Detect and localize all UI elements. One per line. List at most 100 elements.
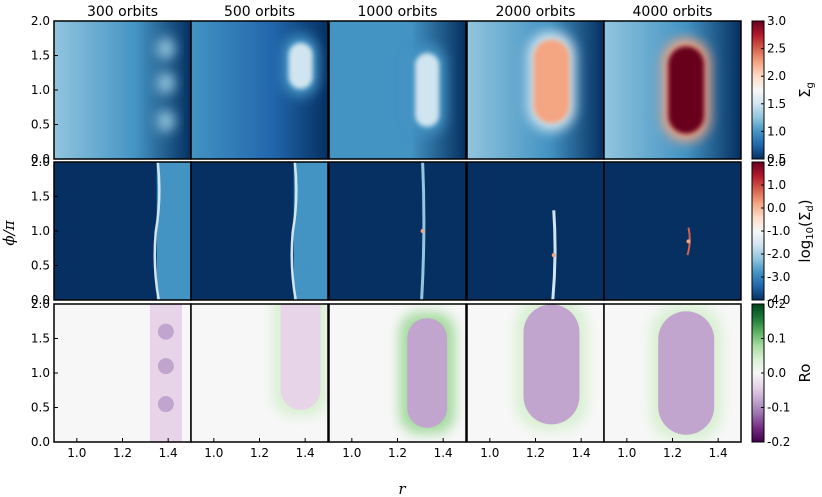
- colorbar-tick-label: 0.1: [767, 332, 786, 346]
- y-tick-label: 2.0: [31, 155, 50, 169]
- y-tick-label: 0.0: [31, 152, 50, 166]
- colorbar-tick-label: -0.2: [767, 435, 790, 449]
- y-tick-label: 0.5: [31, 118, 50, 132]
- gas-vortex: [668, 46, 705, 134]
- y-tick-label: 1.0: [31, 366, 50, 380]
- panel-frame: [190, 161, 329, 301]
- ro-vortex: [407, 318, 448, 428]
- gas-vortex: [533, 39, 570, 124]
- x-tick-label: 1.2: [113, 446, 132, 460]
- ro-vortex: [523, 304, 580, 425]
- ro-vortex-2: [155, 356, 176, 377]
- x-tick-label: 1.2: [250, 446, 269, 460]
- colorbar-label-1: Σg: [796, 82, 816, 98]
- panel-title-5: 4000 orbits: [633, 4, 713, 20]
- dust-ring-edge: [153, 162, 161, 300]
- panel-grid: [53, 20, 742, 443]
- x-tick-label: 1.4: [434, 446, 453, 460]
- panel-title-4: 2000 orbits: [496, 4, 576, 20]
- colorbars: 3.0 2.5 2.0 1.5 1.0 0.5 Σg 2.0 1.0 0.0 -1.0 -2.0 -3.…: [751, 14, 816, 449]
- panel-frame: [603, 161, 742, 301]
- y-tick-label: 1.5: [31, 49, 50, 63]
- y-tick-label: 0.5: [31, 401, 50, 415]
- x-tick-label: 1.0: [204, 446, 223, 460]
- dust-clump: [420, 229, 425, 233]
- colorbar-1: [751, 20, 765, 160]
- colorbar-tick-label: 2.5: [767, 42, 786, 56]
- panel-row1-col2: [191, 21, 328, 159]
- dust-clump: [551, 253, 556, 258]
- colorbar-tick-label: -2.0: [767, 247, 790, 261]
- panel-row3-col4: [467, 304, 604, 442]
- colorbar-tick-label: 0.2: [767, 297, 786, 311]
- y-tick-label: 1.5: [31, 190, 50, 204]
- x-tick-label: 1.0: [617, 446, 636, 460]
- x-tick-label: 1.2: [663, 446, 682, 460]
- panel-row2-col2: [191, 162, 328, 300]
- colorbar-label-2: log10(Σd): [796, 199, 816, 262]
- colorbar-tick-label: -0.1: [767, 401, 790, 415]
- panel-frame: [328, 20, 467, 160]
- x-tick-label: 1.4: [159, 446, 178, 460]
- axis-labels: 300 orbits 500 orbits 1000 orbits 2000 orbi…: [0, 4, 728, 497]
- x-tick-label: 1.2: [388, 446, 407, 460]
- y-tick-label: 1.5: [31, 332, 50, 346]
- x-tick-label: 1.4: [296, 446, 315, 460]
- panel-row2-col4: [467, 162, 604, 300]
- y-tick-label: 0.0: [31, 293, 50, 307]
- dust-clump: [686, 239, 691, 244]
- panel-frame: [603, 20, 742, 160]
- x-tick-label: 1.0: [67, 446, 86, 460]
- colorbar-tick-label: 2.0: [767, 155, 786, 169]
- colorbar-tick-label: -1.0: [767, 224, 790, 238]
- dust-background: [467, 162, 604, 300]
- panel-frame: [328, 161, 467, 301]
- y-tick-label: 2.0: [31, 14, 50, 28]
- panel-title-3: 1000 orbits: [358, 4, 438, 20]
- panel-row3-col3: [329, 304, 466, 442]
- panel-frame: [190, 20, 329, 160]
- y-tick-label: 1.0: [31, 83, 50, 97]
- panel-row1-col1: [54, 21, 191, 159]
- gas-vortex-1: [156, 110, 175, 133]
- panel-row2-col5: [604, 162, 741, 300]
- y-axis-label: ϕ/π: [0, 219, 18, 245]
- colorbar-label-3: Ro: [796, 364, 814, 383]
- x-tick-label: 1.0: [342, 446, 361, 460]
- y-tick-label: 0.5: [31, 259, 50, 273]
- dust-background: [329, 162, 466, 300]
- ro-vortex: [658, 311, 715, 435]
- x-tick-label: 1.4: [709, 446, 728, 460]
- ro-vortex-3: [155, 321, 176, 342]
- panel-title-1: 300 orbits: [87, 4, 158, 20]
- gas-background: [329, 21, 466, 159]
- panel-row2-col1: [54, 162, 191, 300]
- dust-background: [604, 162, 741, 300]
- x-tick-label: 1.4: [572, 446, 591, 460]
- colorbar-tick-label: -4.0: [767, 293, 790, 307]
- x-tick-label: 1.0: [480, 446, 499, 460]
- colorbar-tick-label: 0.5: [767, 152, 786, 166]
- y-tick-label: 1.0: [31, 224, 50, 238]
- colorbar-tick-label: 2.0: [767, 69, 786, 83]
- panel-row3-col5: [604, 304, 741, 442]
- panel-row1-col3: [329, 21, 466, 159]
- dust-ring-edge: [290, 162, 298, 300]
- gas-vortex: [288, 42, 313, 89]
- ro-vortex: [280, 304, 321, 410]
- colorbar-tick-label: 3.0: [767, 14, 786, 28]
- colorbar-tick-label: 1.0: [767, 178, 786, 192]
- gas-vortex-3: [156, 37, 175, 60]
- panel-row3-col2: [191, 304, 328, 442]
- ro-vortex-1: [155, 394, 176, 415]
- panel-row3-col1: [54, 304, 191, 442]
- panel-row1-col4: [467, 21, 604, 159]
- colorbar-tick-label: -3.0: [767, 270, 790, 284]
- colorbar-tick-label: 1.0: [767, 124, 786, 138]
- y-tick-label: 0.0: [31, 435, 50, 449]
- colorbar-tick-label: 1.5: [767, 97, 786, 111]
- panel-row2-col3: [329, 162, 466, 300]
- dust-ring: [293, 162, 328, 300]
- x-tick-label: 1.2: [526, 446, 545, 460]
